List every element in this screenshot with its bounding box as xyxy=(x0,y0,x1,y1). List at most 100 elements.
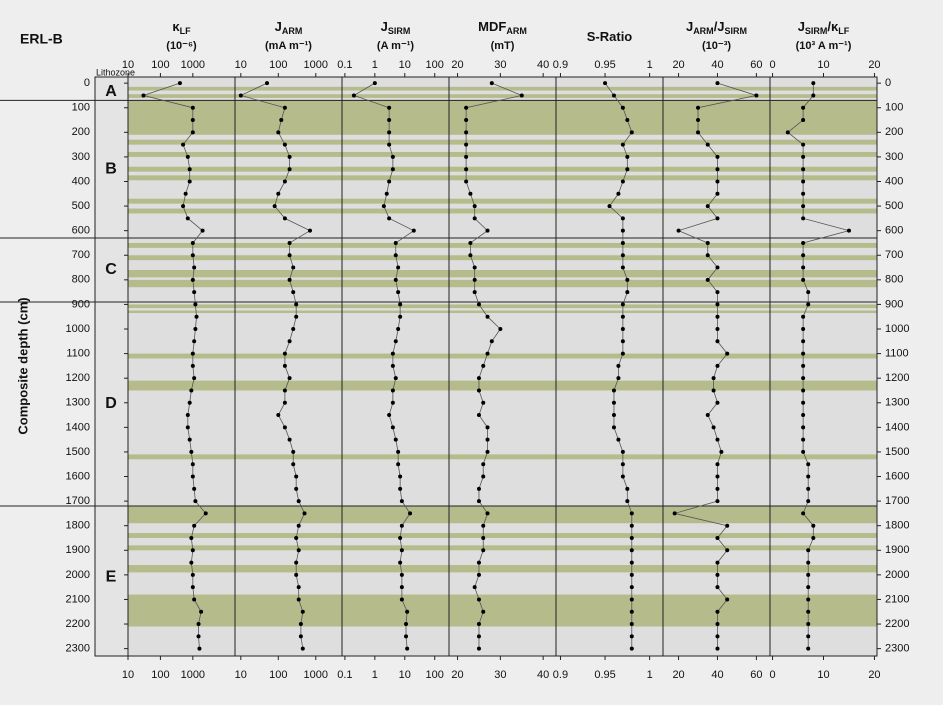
data-point xyxy=(276,413,281,418)
data-point xyxy=(715,474,720,479)
data-point xyxy=(715,265,720,270)
lithology-band xyxy=(128,594,877,627)
data-point xyxy=(715,462,720,467)
data-point xyxy=(307,228,312,233)
y-tick-label: 1400 xyxy=(66,421,90,433)
y-tick-label: 100 xyxy=(72,102,90,114)
data-point xyxy=(489,339,494,344)
y-tick-label: 1800 xyxy=(66,520,90,532)
data-point xyxy=(291,462,296,467)
data-point xyxy=(387,105,392,110)
data-point xyxy=(620,339,625,344)
x-tick-label: 100 xyxy=(151,669,169,681)
x-tick-label-top: 0.9 xyxy=(553,59,568,71)
data-point xyxy=(785,130,790,135)
data-point xyxy=(705,277,710,282)
data-point xyxy=(468,191,473,196)
data-point xyxy=(279,118,284,123)
lithology-band xyxy=(128,86,877,91)
data-point xyxy=(181,142,186,147)
data-point xyxy=(806,486,811,491)
data-point xyxy=(715,302,720,307)
data-point xyxy=(197,646,202,651)
x-tick-label: 1000 xyxy=(304,669,328,681)
data-point xyxy=(189,560,194,565)
y-tick-label-right: 1700 xyxy=(885,495,909,507)
data-point xyxy=(387,142,392,147)
data-point xyxy=(464,179,469,184)
data-point xyxy=(291,327,296,332)
y-tick-label: 1900 xyxy=(66,544,90,556)
data-point xyxy=(291,265,296,270)
data-point xyxy=(398,302,403,307)
data-point xyxy=(481,400,486,405)
data-point xyxy=(715,154,720,159)
data-point xyxy=(177,81,182,86)
data-point xyxy=(725,548,730,553)
lithology-band xyxy=(128,454,877,460)
lithology-band xyxy=(128,310,877,314)
data-point xyxy=(265,81,270,86)
figure-title: ERL-B xyxy=(20,31,63,47)
x-tick-label-top: 10 xyxy=(235,59,247,71)
data-point xyxy=(754,93,759,98)
data-point xyxy=(398,314,403,319)
panel-title: MDFARM xyxy=(478,19,527,36)
data-point xyxy=(398,474,403,479)
data-point xyxy=(381,204,386,209)
y-tick-label: 500 xyxy=(72,200,90,212)
data-point xyxy=(282,425,287,430)
lithology-band xyxy=(128,533,877,538)
x-tick-label: 0.1 xyxy=(337,669,352,681)
data-point xyxy=(192,486,197,491)
data-point xyxy=(715,191,720,196)
data-point xyxy=(192,597,197,602)
data-point xyxy=(404,634,409,639)
data-point xyxy=(287,437,292,442)
data-point xyxy=(399,585,404,590)
panel-unit: (mA m⁻¹) xyxy=(265,40,312,52)
data-point xyxy=(464,142,469,147)
data-point xyxy=(620,462,625,467)
data-point xyxy=(801,253,806,258)
y-tick-label-right: 0 xyxy=(885,77,891,89)
data-point xyxy=(185,425,190,430)
data-point xyxy=(396,462,401,467)
data-point xyxy=(190,363,195,368)
data-point xyxy=(476,560,481,565)
data-point xyxy=(190,277,195,282)
data-point xyxy=(464,105,469,110)
x-tick-label: 40 xyxy=(711,669,723,681)
data-point xyxy=(485,351,490,356)
x-tick-label: 1 xyxy=(372,669,378,681)
x-tick-label-top: 60 xyxy=(750,59,762,71)
data-point xyxy=(282,142,287,147)
y-tick-label: 1500 xyxy=(66,446,90,458)
lithology-band xyxy=(128,279,877,288)
x-tick-label: 1000 xyxy=(181,669,205,681)
data-point xyxy=(616,363,621,368)
x-tick-label-top: 100 xyxy=(151,59,169,71)
y-tick-label-right: 2100 xyxy=(885,593,909,605)
data-point xyxy=(472,265,477,270)
data-point xyxy=(468,253,473,258)
y-tick-label-right: 1500 xyxy=(885,446,909,458)
data-point xyxy=(276,191,281,196)
x-tick-label: 100 xyxy=(269,669,287,681)
lithology-band xyxy=(128,304,877,309)
data-point xyxy=(193,499,198,504)
data-point xyxy=(672,511,677,516)
y-tick-label: 1000 xyxy=(66,323,90,335)
data-point xyxy=(620,142,625,147)
data-point xyxy=(296,499,301,504)
data-point xyxy=(398,560,403,565)
data-point xyxy=(238,93,243,98)
x-tick-label-top: 100 xyxy=(426,59,444,71)
data-point xyxy=(629,622,634,627)
data-point xyxy=(190,253,195,258)
data-point xyxy=(302,511,307,516)
data-point xyxy=(625,290,630,295)
data-point xyxy=(801,425,806,430)
data-point xyxy=(185,154,190,159)
data-point xyxy=(629,609,634,614)
